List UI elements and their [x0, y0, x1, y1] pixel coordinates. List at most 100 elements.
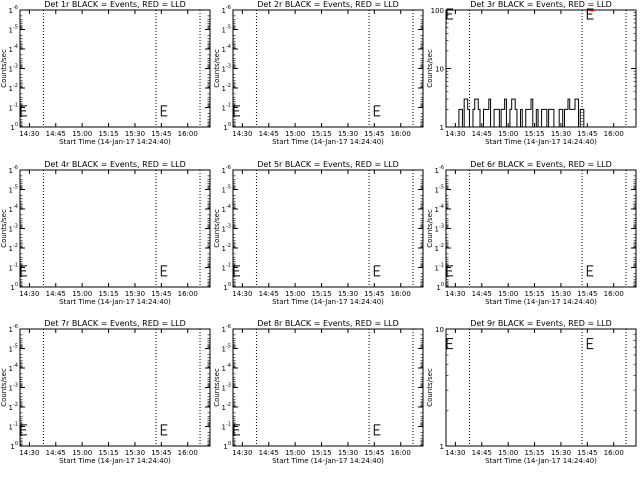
x-tick-label: 14:30: [232, 290, 252, 298]
data-marker: [373, 105, 381, 117]
data-marker: [160, 105, 168, 117]
data-marker: [20, 265, 27, 277]
x-tick-label: 14:30: [232, 449, 252, 457]
y-tick-label: 1-3: [9, 64, 18, 74]
y-tick-label: 1-3: [222, 64, 231, 74]
plot-frame: [232, 169, 424, 288]
x-tick-label: 15:00: [285, 449, 305, 457]
x-tick-label: 15:45: [151, 290, 171, 298]
y-tick-label: 1-2: [9, 83, 18, 93]
panel-title: Det 4r BLACK = Events, RED = LLD: [44, 160, 186, 169]
data-marker: [586, 338, 594, 350]
panel-title: Det 6r BLACK = Events, RED = LLD: [470, 160, 612, 169]
y-tick-label: 1-6: [222, 165, 231, 175]
y-tick-label: 1-4: [222, 44, 231, 54]
y-tick-label: 10: [10, 441, 18, 451]
x-tick-label: 15:00: [72, 130, 92, 138]
x-tick-label: 15:30: [125, 130, 145, 138]
data-marker: [373, 424, 381, 436]
y-tick-label: 1-5: [9, 344, 18, 354]
x-tick-label: 15:15: [311, 449, 331, 457]
x-tick-label: 15:30: [125, 449, 145, 457]
x-tick-label: 15:15: [311, 290, 331, 298]
y-axis-label: Counts/sec: [426, 209, 434, 248]
x-tick-label: 15:45: [577, 449, 597, 457]
data-marker: [20, 105, 27, 117]
panel-det3: Det 3r BLACK = Events, RED = LLD 14:30 14:…: [426, 0, 637, 146]
x-tick-label: 14:30: [19, 130, 39, 138]
y-axis-label: Counts/sec: [213, 209, 221, 248]
x-tick-label: 16:00: [178, 130, 198, 138]
y-tick-label: 1-6: [9, 324, 18, 334]
x-tick-label: 14:30: [232, 130, 252, 138]
x-tick-label: 16:00: [391, 449, 411, 457]
y-tick-label: 1-2: [222, 83, 231, 93]
x-tick-label: 15:45: [364, 449, 384, 457]
y-tick-label: 1-1: [9, 422, 18, 432]
x-tick-label: 14:45: [259, 449, 279, 457]
x-tick-label: 15:15: [524, 130, 544, 138]
y-tick-label: 1-6: [222, 324, 231, 334]
y-tick-label: 1-2: [222, 243, 231, 253]
plot-frame: [445, 169, 637, 288]
y-tick-label: 1-5: [9, 185, 18, 195]
y-axis-label: Counts/sec: [0, 368, 8, 407]
x-tick-label: 15:15: [98, 449, 118, 457]
y-tick-label: 1-5: [222, 25, 231, 35]
y-tick-label: 1-2: [9, 243, 18, 253]
x-axis-label: Start Time (14-Jan-17 14:24:40): [59, 138, 171, 146]
data-marker: [233, 424, 240, 436]
panel-title: Det 8r BLACK = Events, RED = LLD: [257, 319, 399, 328]
y-tick-label: 10: [10, 282, 18, 292]
y-tick-label: 10: [223, 441, 231, 451]
y-tick-label: 1-1: [9, 263, 18, 273]
x-axis-label: Start Time (14-Jan-17 14:24:40): [272, 138, 384, 146]
plot-frame: [445, 328, 637, 447]
plot-frame: [232, 9, 424, 128]
x-tick-label: 15:30: [338, 130, 358, 138]
plot-frame: [19, 328, 211, 447]
x-tick-label: 14:45: [259, 290, 279, 298]
panel-det7: Det 7r BLACK = Events, RED = LLD 14:30 14:…: [0, 319, 211, 465]
x-tick-label: 16:00: [604, 130, 624, 138]
y-tick-label: 1-3: [9, 383, 18, 393]
data-marker: [446, 265, 453, 277]
plot-frame: [232, 328, 424, 447]
y-tick-label: 1-6: [222, 5, 231, 15]
y-tick-label: 1-3: [435, 224, 444, 234]
x-tick-label: 15:30: [551, 290, 571, 298]
data-marker: [586, 8, 594, 20]
panel-det2: Det 2r BLACK = Events, RED = LLD 14:30 14:…: [213, 0, 424, 146]
panel-title: Det 1r BLACK = Events, RED = LLD: [44, 0, 186, 9]
panel-title: Det 5r BLACK = Events, RED = LLD: [257, 160, 399, 169]
x-tick-label: 15:45: [364, 290, 384, 298]
plot-frame: [19, 9, 211, 128]
y-tick-label: 10: [435, 66, 444, 74]
x-axis-label: Start Time (14-Jan-17 14:24:40): [485, 298, 597, 306]
panel-det6: Det 6r BLACK = Events, RED = LLD 14:30 14:…: [426, 160, 637, 306]
x-tick-label: 15:45: [577, 130, 597, 138]
data-marker: [233, 105, 240, 117]
x-tick-label: 14:45: [472, 290, 492, 298]
y-tick-label: 10: [10, 122, 18, 132]
y-tick-label: 1-6: [9, 165, 18, 175]
y-tick-label: 10: [435, 326, 444, 334]
x-tick-label: 15:30: [551, 130, 571, 138]
x-tick-label: 15:15: [98, 130, 118, 138]
x-tick-label: 15:00: [285, 290, 305, 298]
y-tick-label: 1-6: [435, 165, 444, 175]
y-tick-label: 10: [223, 122, 231, 132]
y-tick-label: 1-2: [9, 402, 18, 412]
x-tick-label: 15:45: [151, 449, 171, 457]
data-marker: [446, 8, 453, 20]
x-tick-label: 14:45: [259, 130, 279, 138]
y-axis-label: Counts/sec: [213, 368, 221, 407]
x-tick-label: 14:45: [46, 449, 66, 457]
x-tick-label: 15:15: [98, 290, 118, 298]
y-tick-label: 1: [440, 124, 444, 132]
x-tick-label: 15:00: [498, 290, 518, 298]
data-marker: [20, 424, 27, 436]
x-axis-label: Start Time (14-Jan-17 14:24:40): [59, 457, 171, 465]
x-tick-label: 15:00: [498, 449, 518, 457]
